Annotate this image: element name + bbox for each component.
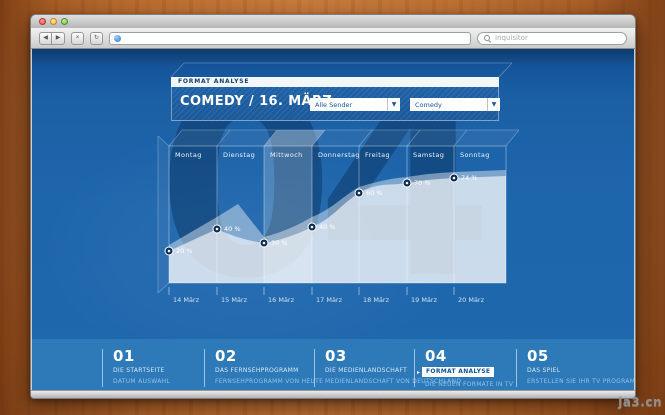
step-subtitle: MEDIENLANDSCHAFT VON DEUTSCHLAND (325, 378, 462, 385)
day-label: Dienstag (223, 151, 255, 159)
top-slant (263, 129, 278, 147)
chevron-down-icon[interactable]: ▼ (487, 98, 500, 111)
steps-bar: 01 DIE STARTSEITE DATUM AUSWAHL 02 DAS F… (32, 339, 634, 393)
top-slant (406, 129, 421, 147)
highlight-column-top (264, 130, 325, 146)
browser-window: ◀ ▶ × ↻ 04 (30, 14, 636, 399)
step-title: DAS SPIEL (527, 367, 561, 374)
sender-dropdown[interactable]: Alle Sender ▼ (310, 98, 400, 111)
window-titlebar[interactable] (31, 15, 635, 29)
stop-icon: × (75, 34, 80, 41)
step-subtitle: DIE NEUEN FORMATE IN TV (425, 381, 514, 388)
top-slant (216, 129, 231, 147)
format-dropdown-value: Comedy (415, 100, 442, 109)
day-label: Mittwoch (270, 151, 303, 159)
format-analyse-bar: FORMAT ANALYSE (171, 77, 499, 87)
date-label: 14 März (173, 296, 200, 304)
page-content: 04 (32, 49, 634, 393)
globe-icon (114, 34, 121, 42)
step-title: DIE MEDIENLANDSCHAFT (325, 367, 408, 374)
kicker-label: FORMAT ANALYSE (178, 78, 250, 85)
sender-dropdown-value: Alle Sender (315, 100, 353, 109)
active-step-arrow-icon: ▸ (417, 368, 421, 376)
left-connector (157, 282, 170, 294)
step-01-startseite[interactable]: 01 DIE STARTSEITE DATUM AUSWAHL (102, 349, 170, 387)
value-label: 20 % (176, 247, 193, 255)
step-03-medienlandschaft[interactable]: 03 DIE MEDIENLANDSCHAFT MEDIENLANDSCHAFT… (314, 349, 461, 387)
reload-icon: ↻ (93, 34, 100, 41)
step-05-spiel[interactable]: 05 DAS SPIEL ERSTELLEN SIE IHR TV PROGRA… (516, 349, 634, 387)
top-slant (453, 129, 468, 147)
step-subtitle: FERNSEHPROGRAMM VON HEUTE (215, 378, 324, 385)
step-subtitle: ERSTELLEN SIE IHR TV PROGRAMM (527, 378, 634, 385)
back-button[interactable]: ◀ (39, 31, 52, 45)
active-step-row: ▸ FORMAT ANALYSE (417, 367, 513, 377)
chevron-down-icon[interactable]: ▼ (387, 98, 400, 111)
step-number: 01 (113, 347, 135, 365)
value-label: 30 % (271, 239, 288, 247)
forward-button[interactable]: ▶ (52, 31, 65, 45)
step-number: 02 (215, 347, 237, 365)
day-label: Montag (175, 151, 202, 159)
left-connector (157, 135, 170, 147)
format-dropdown[interactable]: Comedy ▼ (410, 98, 500, 111)
date-label: 19 März (411, 296, 438, 304)
search-field[interactable] (477, 31, 627, 45)
area-series-front (169, 176, 506, 283)
search-input[interactable] (495, 33, 620, 43)
step-number: 05 (527, 347, 549, 365)
chart-front-face (168, 145, 507, 284)
value-label: 40 % (319, 223, 336, 231)
top-slant (311, 129, 326, 147)
date-label: 18 März (363, 296, 390, 304)
nav-buttons: ◀ ▶ (39, 31, 65, 45)
value-label: 74 % (461, 174, 478, 182)
minimize-button[interactable] (50, 18, 57, 25)
close-button[interactable] (39, 18, 46, 25)
format-analyse-chart: Montag Dienstag Mittwoch Donnerstag Frei… (157, 62, 520, 304)
reload-button[interactable]: ↻ (90, 31, 103, 45)
back-icon: ◀ (43, 34, 48, 41)
zoom-button[interactable] (61, 18, 68, 25)
date-label: 20 März (458, 296, 485, 304)
step-title: DAS FERNSEHPROGRAMM (215, 367, 299, 374)
step-subtitle: DATUM AUSWAHL (113, 378, 171, 385)
chart-top-face (169, 130, 519, 146)
forward-icon: ▶ (55, 34, 61, 41)
step-02-fernsehprogramm[interactable]: 02 DAS FERNSEHPROGRAMM FERNSEHPROGRAMM V… (204, 349, 323, 387)
browser-toolbar: ◀ ▶ × ↻ (31, 28, 635, 49)
page-header: COMEDY / 16. MÄRZ Alle Sender ▼ Comedy ▼ (171, 87, 500, 121)
value-label: 40 % (224, 225, 241, 233)
step-number: 04 (425, 347, 447, 365)
date-ticks (168, 287, 455, 295)
highlight-column-mittwoch (264, 146, 312, 283)
day-label: Freitag (365, 151, 390, 159)
url-input[interactable] (125, 33, 466, 43)
data-point (164, 173, 459, 256)
value-label: 60 % (366, 189, 383, 197)
top-slant (505, 129, 520, 147)
step-04-format-analyse-active[interactable]: 04 ▸ FORMAT ANALYSE DIE NEUEN FORMATE IN… (414, 347, 514, 388)
step-title: DIE STARTSEITE (113, 367, 165, 374)
header-slant (498, 62, 513, 78)
date-label: 16 März (268, 296, 295, 304)
step-number: 03 (325, 347, 347, 365)
day-label: Sonntag (460, 151, 490, 159)
search-icon (484, 34, 491, 42)
active-step-badge: FORMAT ANALYSE (422, 367, 495, 377)
url-field[interactable] (109, 31, 471, 45)
window-status-bar (31, 390, 635, 398)
day-label: Samstag (413, 151, 444, 159)
date-label: 17 März (316, 296, 343, 304)
page-title: COMEDY / 16. MÄRZ (180, 94, 333, 109)
site-watermark: ja3.cn (618, 395, 662, 409)
top-slant (168, 129, 183, 147)
date-label: 15 März (221, 296, 248, 304)
top-slant (358, 129, 373, 147)
stop-button[interactable]: × (71, 31, 84, 45)
header-slant (170, 62, 185, 78)
value-label: 70 % (414, 179, 431, 187)
day-label: Donnerstag (318, 151, 360, 159)
chart-left-face (158, 136, 169, 293)
